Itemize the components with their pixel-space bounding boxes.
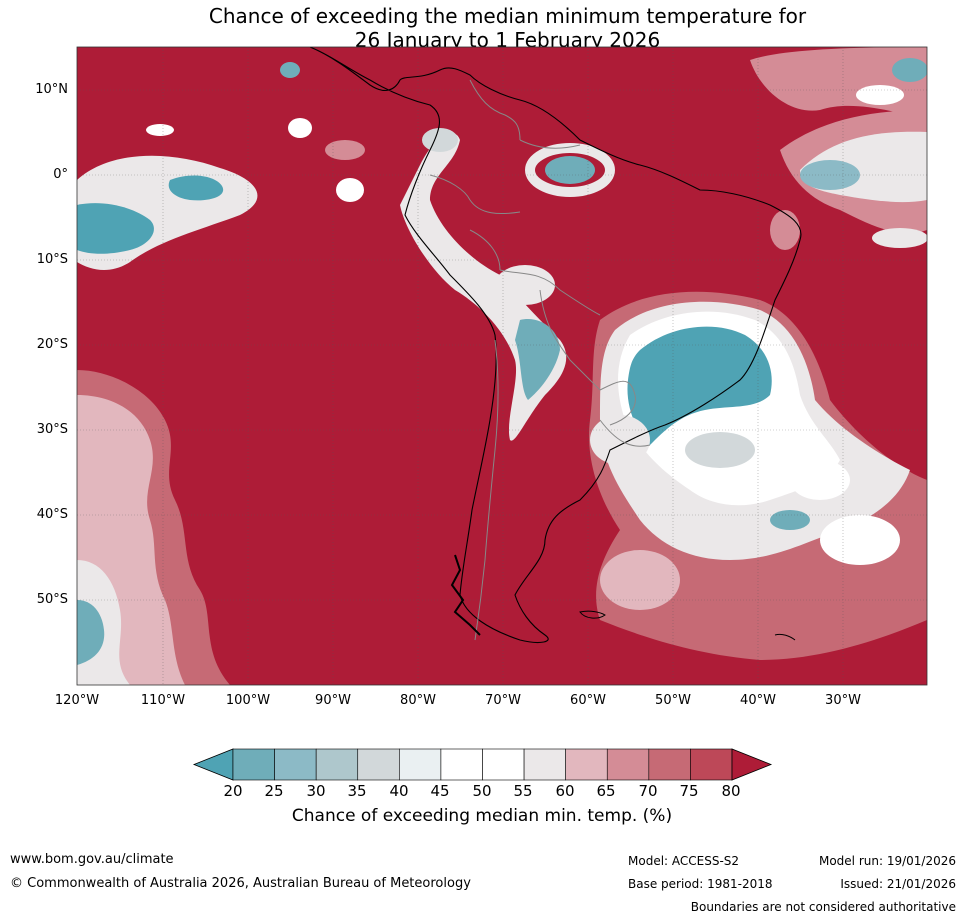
lat-label-30s: 30°S	[36, 422, 68, 437]
lon-label-90w: 90°W	[315, 693, 351, 708]
contour-patch-amazon-ring	[525, 143, 615, 197]
footer-issued: Issued: 21/01/2026	[840, 877, 956, 891]
colorbar-segments	[192, 748, 773, 781]
colorbar-tick-70: 70	[638, 782, 658, 800]
lat-label-10n: 10°N	[35, 82, 68, 97]
footer-website-link[interactable]: www.bom.gov.au/climate	[10, 852, 174, 867]
contour-patch-north-atlantic-2	[872, 228, 927, 248]
colorbar-segment	[399, 748, 442, 781]
title-line-1: Chance of exceeding the median minimum t…	[208, 4, 807, 28]
footer-model: Model: ACCESS-S2	[628, 854, 740, 868]
lon-label-50w: 50°W	[655, 693, 691, 708]
colorbar-segment	[482, 748, 525, 781]
patagonian-fjords	[450, 554, 481, 636]
contour-patch-pacific-3	[336, 178, 364, 202]
lon-label-60w: 60°W	[570, 693, 606, 708]
contour-region-andes-blue	[515, 319, 560, 400]
lon-label-110w: 110°W	[140, 693, 186, 708]
colorbar-tick-40: 40	[389, 782, 409, 800]
colorbar-segment	[606, 748, 650, 781]
contour-patch-bolivia	[495, 265, 555, 305]
south-america-coastline	[309, 47, 802, 644]
colorbar-tick-35: 35	[347, 782, 367, 800]
colorbar-segment	[523, 748, 566, 781]
colorbar-segment	[232, 748, 275, 781]
contour-patch-caribbean-blue	[892, 58, 927, 82]
contour-region-southeast-brazil-blue	[627, 326, 772, 445]
colorbar-tick-30: 30	[306, 782, 326, 800]
contour-region-equatorial-pacific-blue	[77, 203, 154, 254]
country-boundaries	[429, 79, 651, 641]
contour-patch-brazil-coast	[770, 210, 800, 250]
lat-label-40s: 40°S	[36, 507, 68, 522]
colorbar-segment	[357, 748, 400, 781]
colorbar-arrow-low	[192, 748, 234, 781]
footer-copyright: © Commonwealth of Australia 2026, Austra…	[10, 876, 471, 891]
lon-label-100w: 100°W	[225, 693, 271, 708]
lat-label-20s: 20°S	[36, 337, 68, 352]
probability-map	[76, 46, 928, 686]
contour-patch-atlantic-1	[685, 432, 755, 468]
lon-label-70w: 70°W	[485, 693, 521, 708]
contour-patch-pacific-1	[288, 118, 312, 138]
map-graticule	[77, 47, 927, 685]
colorbar-segment	[648, 748, 691, 781]
colorbar-tick-80: 80	[721, 782, 741, 800]
colorbar-segment	[274, 748, 317, 781]
colorbar-segment	[565, 748, 608, 781]
colorbar-tick-20: 20	[223, 782, 243, 800]
contour-region-southwest-blue	[77, 600, 105, 665]
lat-label-0: 0°	[53, 167, 68, 182]
contour-patch-atlantic-4	[770, 510, 810, 530]
south-georgia	[774, 633, 796, 641]
colorbar-tick-60: 60	[555, 782, 575, 800]
contour-patch-atlantic-2	[790, 460, 850, 500]
colorbar-tick-55: 55	[513, 782, 533, 800]
colorbar-tick-45: 45	[430, 782, 450, 800]
colorbar-segment	[440, 748, 483, 781]
contour-region-equatorial-pacific-blue2	[168, 175, 224, 201]
colorbar-tick-75: 75	[679, 782, 699, 800]
lon-label-120w: 120°W	[54, 693, 100, 708]
colorbar-tick-25: 25	[264, 782, 284, 800]
contour-patch-ecuador	[422, 128, 458, 152]
colorbar-segment	[690, 748, 733, 781]
colorbar-tick-65: 65	[596, 782, 616, 800]
map-plot-area	[77, 47, 927, 685]
contour-patch-pacific-2	[280, 62, 300, 78]
map-border	[76, 46, 928, 686]
colorbar-arrow-high	[731, 748, 773, 781]
lon-label-80w: 80°W	[400, 693, 436, 708]
contour-patch-pacific-4	[325, 140, 365, 160]
falkland-islands	[579, 610, 606, 619]
contour-patch-atlantic-3	[820, 515, 900, 565]
colorbar-tick-50: 50	[472, 782, 492, 800]
footer-base-period: Base period: 1981-2018	[628, 877, 773, 891]
contour-patch-atlantic-5	[600, 550, 680, 610]
lat-label-50s: 50°S	[36, 592, 68, 607]
lon-label-30w: 30°W	[825, 693, 861, 708]
lon-label-40w: 40°W	[740, 693, 776, 708]
footer-model-run: Model run: 19/01/2026	[818, 854, 956, 868]
map-title: Chance of exceeding the median minimum t…	[0, 4, 965, 52]
lat-label-10s: 10°S	[36, 252, 68, 267]
footer-boundaries-note: Boundaries are not considered authoritat…	[690, 900, 956, 914]
contour-patch-north-1	[856, 85, 904, 105]
colorbar-label: Chance of exceeding median min. temp. (%…	[291, 806, 673, 826]
contour-patch-amazon	[545, 156, 595, 184]
contour-patch-pacific-5	[146, 124, 174, 136]
colorbar-segment	[315, 748, 359, 781]
